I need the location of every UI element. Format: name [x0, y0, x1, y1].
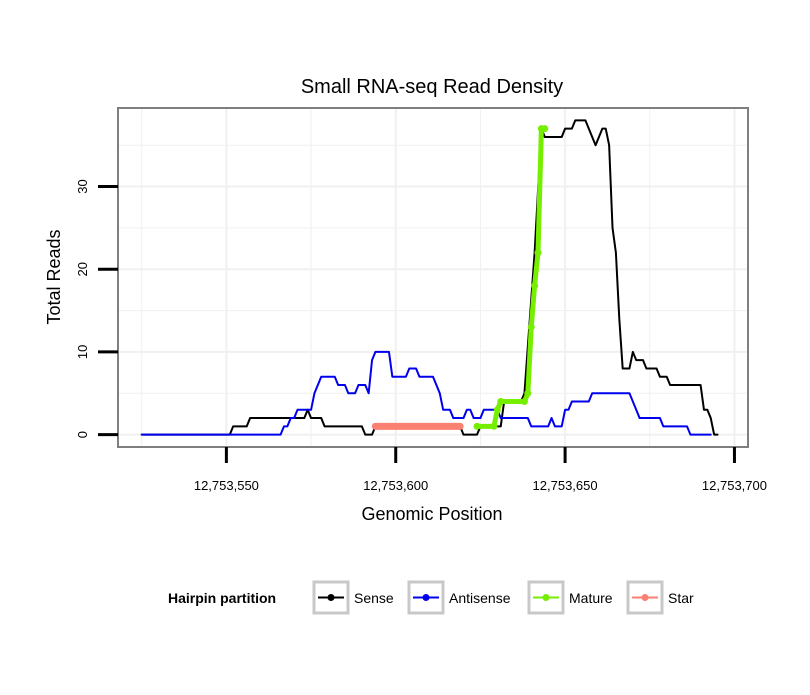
data-point-mature: [520, 398, 528, 406]
series-antisense: [140, 350, 712, 436]
axes: 12,753,550 12,753,600 12,753,650 12,753,700…: [75, 179, 767, 493]
data-point-mature: [473, 422, 481, 430]
data-point-mature: [493, 406, 501, 414]
series-line-antisense: [140, 350, 712, 436]
x-tick-label: 12,753,700: [702, 478, 767, 493]
data-point-mature: [527, 323, 535, 331]
legend-item-mature: Mature: [527, 580, 613, 615]
series-star: [371, 422, 464, 430]
data-point-mature: [524, 389, 532, 397]
legend-key-point: [542, 594, 550, 601]
y-tick-label: 10: [75, 345, 90, 359]
legend-label-star: Star: [668, 590, 694, 606]
y-tick-label: 0: [75, 431, 90, 438]
legend-key-point: [327, 594, 335, 601]
data-point-mature: [497, 398, 505, 406]
x-tick-label: 12,753,650: [533, 478, 598, 493]
legend-key-point: [422, 594, 430, 601]
legend-item-sense: Sense: [312, 580, 394, 615]
y-axis-label: Total Reads: [44, 229, 64, 324]
legend-item-antisense: Antisense: [407, 580, 511, 615]
legend-label-antisense: Antisense: [449, 590, 511, 606]
legend: Hairpin partition Sense Antisense Mature St…: [168, 580, 694, 615]
series-layer: [140, 119, 719, 436]
data-point-mature: [490, 422, 498, 430]
data-point-mature: [541, 125, 549, 133]
series-mature: [473, 125, 549, 430]
grid-lines: [119, 109, 747, 446]
legend-key-point: [641, 594, 649, 601]
y-tick-label: 30: [75, 179, 90, 193]
data-point-mature: [534, 249, 542, 257]
legend-item-star: Star: [626, 580, 694, 615]
series-line-sense: [140, 119, 719, 436]
plot-panel: [117, 107, 749, 448]
x-tick-label: 12,753,550: [194, 478, 259, 493]
data-point-star: [456, 422, 464, 430]
x-axis-label: Genomic Position: [361, 504, 502, 524]
y-tick-label: 20: [75, 262, 90, 276]
legend-title: Hairpin partition: [168, 590, 276, 606]
data-point-mature: [531, 282, 539, 290]
legend-label-sense: Sense: [354, 590, 394, 606]
chart-title: Small RNA-seq Read Density: [301, 76, 563, 98]
legend-items: Sense Antisense Mature Star: [312, 580, 694, 615]
data-point-star: [371, 422, 379, 430]
series-sense: [140, 119, 719, 436]
x-tick-label: 12,753,600: [363, 478, 428, 493]
legend-label-mature: Mature: [569, 590, 613, 606]
